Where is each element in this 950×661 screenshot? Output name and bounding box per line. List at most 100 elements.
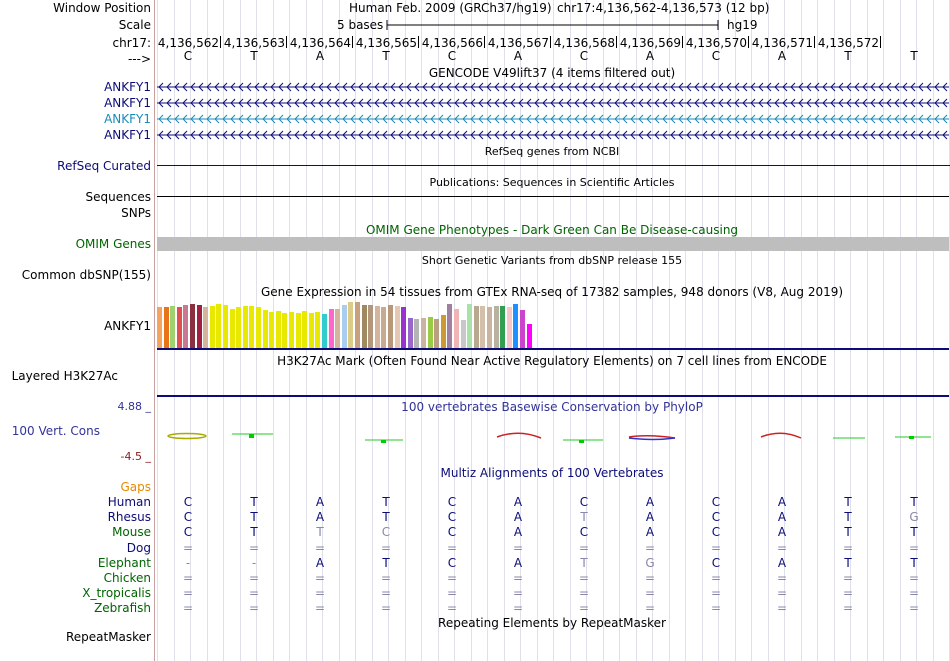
gencode-transcript[interactable] bbox=[157, 97, 949, 109]
gtex-tissue-bar[interactable] bbox=[190, 304, 195, 348]
gtex-tissue-bar[interactable] bbox=[328, 309, 334, 348]
aligned-base: - bbox=[185, 555, 191, 570]
phylop-graph[interactable] bbox=[157, 425, 949, 450]
grid-line bbox=[751, 0, 752, 661]
gtex-tissue-bar[interactable] bbox=[480, 306, 486, 348]
gtex-tissue-bar[interactable] bbox=[163, 307, 169, 348]
gtex-tissue-bar[interactable] bbox=[295, 313, 301, 348]
gtex-tissue-bar[interactable] bbox=[282, 313, 288, 348]
chrom-label[interactable]: chr17: bbox=[112, 36, 151, 50]
gtex-tissue-bar[interactable] bbox=[209, 306, 215, 348]
gtex-tissue-bar[interactable] bbox=[302, 311, 308, 348]
gtex-tissue-bar[interactable] bbox=[315, 312, 321, 348]
gtex-tissue-bar[interactable] bbox=[348, 302, 354, 348]
gtex-tissue-bar[interactable] bbox=[256, 307, 261, 348]
gtex-tissue-bar[interactable] bbox=[170, 306, 176, 348]
gtex-tissue-bar[interactable] bbox=[421, 318, 426, 348]
gtex-tissue-bar[interactable] bbox=[454, 309, 459, 348]
gtex-tissue-bar[interactable] bbox=[322, 314, 327, 348]
gtex-tissue-bar[interactable] bbox=[216, 304, 222, 348]
aligned-base: = bbox=[512, 571, 524, 585]
gtex-tissue-bar[interactable] bbox=[341, 305, 347, 348]
sequences-label[interactable]: Sequences bbox=[85, 190, 151, 204]
gtex-tissue-bar[interactable] bbox=[308, 313, 314, 348]
gencode-label-1[interactable]: ANKFY1 bbox=[104, 80, 151, 94]
dbsnp-label[interactable]: Common dbSNP(155) bbox=[21, 268, 151, 282]
window-position-label[interactable]: Window Position bbox=[53, 1, 151, 15]
species-label[interactable]: Rhesus bbox=[107, 510, 151, 525]
refseq-line[interactable] bbox=[157, 165, 950, 166]
gtex-tissue-bar[interactable] bbox=[388, 305, 393, 348]
gtex-tissue-bar[interactable] bbox=[447, 304, 453, 348]
h3k27ac-label[interactable]: Layered H3K27Ac bbox=[11, 369, 118, 383]
aligned-base: C bbox=[183, 510, 193, 525]
gencode-label-4[interactable]: ANKFY1 bbox=[104, 128, 151, 142]
gtex-tissue-bar[interactable] bbox=[335, 309, 341, 348]
gtex-tissue-bar[interactable] bbox=[401, 307, 407, 348]
gtex-tissue-bar[interactable] bbox=[183, 305, 189, 348]
phylop-label[interactable]: 100 Vert. Cons bbox=[11, 424, 100, 438]
gtex-tissue-bar[interactable] bbox=[249, 306, 255, 348]
gtex-tissue-bar[interactable] bbox=[434, 319, 440, 348]
gtex-tissue-bar[interactable] bbox=[526, 324, 532, 348]
gtex-tissue-bar[interactable] bbox=[157, 307, 162, 348]
coord-tick bbox=[220, 36, 221, 48]
gencode-transcript[interactable] bbox=[157, 129, 949, 141]
gtex-tissue-bar[interactable] bbox=[269, 312, 275, 348]
gtex-tissue-bar[interactable] bbox=[520, 310, 525, 348]
gtex-tissue-bar[interactable] bbox=[381, 307, 387, 348]
repeatmasker-label[interactable]: RepeatMasker bbox=[65, 630, 151, 644]
gtex-label[interactable]: ANKFY1 bbox=[104, 319, 151, 333]
sequences-line[interactable] bbox=[157, 196, 949, 197]
gencode-label-3[interactable]: ANKFY1 bbox=[104, 112, 151, 126]
gtex-tissue-bar[interactable] bbox=[223, 305, 228, 348]
gtex-tissue-bar[interactable] bbox=[196, 305, 202, 348]
gtex-tissue-bar[interactable] bbox=[493, 306, 499, 348]
gtex-title: Gene Expression in 54 tissues from GTEx … bbox=[260, 285, 844, 299]
snps-label[interactable]: SNPs bbox=[121, 206, 151, 220]
gencode-label-2[interactable]: ANKFY1 bbox=[104, 96, 151, 110]
gtex-tissue-bar[interactable] bbox=[262, 310, 268, 348]
gtex-tissue-bar[interactable] bbox=[361, 305, 367, 348]
species-label[interactable]: Mouse bbox=[112, 525, 151, 540]
gaps-label[interactable]: Gaps bbox=[120, 480, 151, 494]
gtex-tissue-bar[interactable] bbox=[242, 306, 248, 348]
gtex-tissue-bar[interactable] bbox=[427, 317, 433, 348]
omim-bar[interactable] bbox=[157, 237, 949, 251]
gtex-tissue-bar[interactable] bbox=[289, 312, 294, 348]
species-label[interactable]: Zebrafish bbox=[94, 601, 151, 616]
gtex-tissue-bar[interactable] bbox=[229, 309, 235, 348]
gtex-bar-graph[interactable] bbox=[157, 300, 557, 348]
gtex-tissue-bar[interactable] bbox=[473, 306, 479, 348]
gtex-tissue-bar[interactable] bbox=[506, 307, 512, 348]
species-label[interactable]: Dog bbox=[126, 540, 151, 555]
gtex-tissue-bar[interactable] bbox=[394, 306, 400, 348]
omim-label[interactable]: OMIM Genes bbox=[75, 237, 151, 251]
h3k27ac-signal[interactable] bbox=[157, 395, 949, 397]
refseq-label[interactable]: RefSeq Curated bbox=[57, 159, 151, 173]
gtex-tissue-bar[interactable] bbox=[368, 305, 374, 348]
gtex-tissue-bar[interactable] bbox=[467, 304, 473, 348]
species-label[interactable]: Elephant bbox=[97, 555, 151, 570]
gtex-tissue-bar[interactable] bbox=[275, 311, 281, 348]
gtex-tissue-bar[interactable] bbox=[374, 306, 380, 348]
gtex-tissue-bar[interactable] bbox=[203, 307, 209, 348]
gencode-transcript[interactable] bbox=[157, 81, 949, 93]
gtex-tissue-bar[interactable] bbox=[236, 307, 242, 348]
species-label[interactable]: Human bbox=[107, 495, 151, 509]
scale-label[interactable]: Scale bbox=[118, 18, 151, 32]
gtex-tissue-bar[interactable] bbox=[513, 304, 519, 348]
species-label[interactable]: Chicken bbox=[103, 571, 151, 585]
gtex-tissue-bar[interactable] bbox=[487, 307, 492, 348]
gtex-tissue-bar[interactable] bbox=[460, 320, 466, 348]
species-label[interactable]: X_tropicalis bbox=[82, 586, 151, 601]
gtex-tissue-bar[interactable] bbox=[176, 307, 182, 348]
gtex-tissue-bar[interactable] bbox=[407, 318, 413, 348]
gtex-tissue-bar[interactable] bbox=[500, 306, 506, 348]
gtex-tissue-bar[interactable] bbox=[414, 319, 420, 348]
gencode-transcript[interactable] bbox=[157, 113, 949, 125]
strand-label[interactable]: ---> bbox=[127, 52, 151, 66]
gtex-tissue-bar[interactable] bbox=[440, 315, 446, 348]
gtex-tissue-bar[interactable] bbox=[355, 302, 360, 348]
